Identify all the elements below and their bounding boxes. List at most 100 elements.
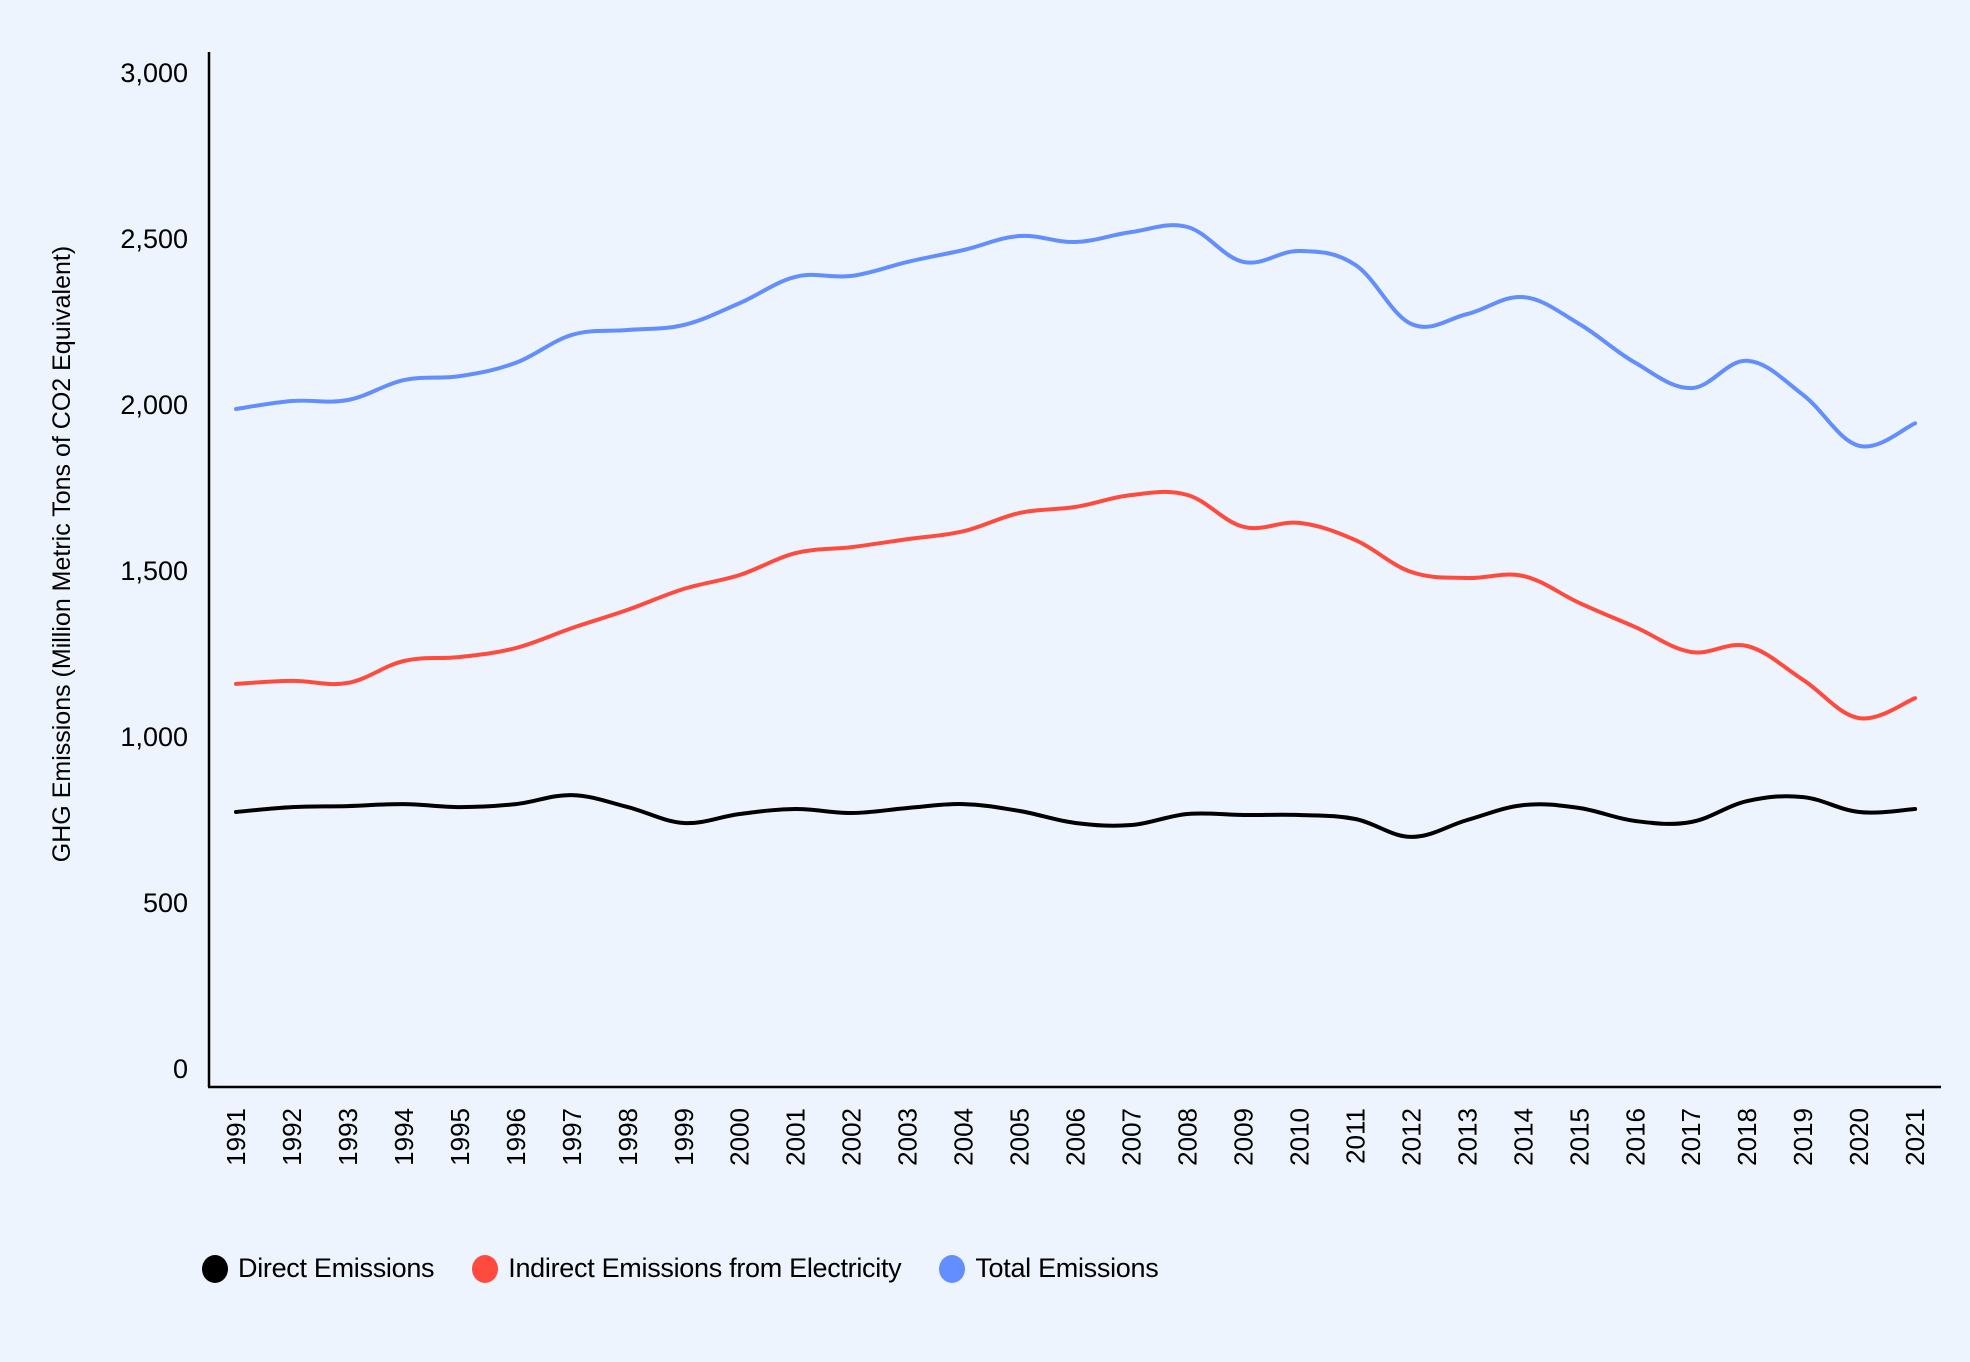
data-point bbox=[1297, 249, 1301, 253]
data-point bbox=[1689, 386, 1693, 390]
data-point bbox=[1521, 803, 1525, 807]
data-point bbox=[514, 361, 518, 365]
x-tick-label: 2012 bbox=[1396, 1108, 1426, 1166]
data-point bbox=[402, 378, 406, 382]
x-tick-label: 1995 bbox=[445, 1108, 475, 1166]
data-point bbox=[962, 529, 966, 533]
data-point bbox=[1521, 574, 1525, 578]
data-point bbox=[626, 805, 630, 809]
data-point bbox=[1745, 799, 1749, 803]
x-tick-labels: 1991 1992 1993 1994 1995 1996 1997 1998 1999 2000… bbox=[221, 1108, 1930, 1166]
data-point bbox=[234, 810, 238, 814]
data-point bbox=[1801, 795, 1805, 799]
data-point bbox=[1186, 493, 1190, 497]
data-point bbox=[1857, 716, 1861, 720]
data-point bbox=[1353, 538, 1357, 542]
x-tick-label: 2011 bbox=[1340, 1108, 1370, 1164]
x-tick-label: 1994 bbox=[389, 1108, 419, 1166]
y-tick-label: 3,000 bbox=[120, 58, 188, 88]
x-tick-label: 1999 bbox=[669, 1108, 699, 1166]
data-point bbox=[402, 802, 406, 806]
data-point bbox=[962, 802, 966, 806]
data-point bbox=[738, 301, 742, 305]
data-point bbox=[290, 805, 294, 809]
legend: Direct Emissions Indirect Emissions from… bbox=[202, 1253, 1196, 1284]
x-tick-label: 1993 bbox=[333, 1108, 363, 1166]
y-axis-title-group: GHG Emissions (Million Metric Tons of CO… bbox=[48, 246, 76, 862]
x-tick-label: 2002 bbox=[837, 1108, 867, 1166]
x-tick-label: 2014 bbox=[1508, 1108, 1538, 1166]
data-point bbox=[1857, 810, 1861, 814]
x-tick-label: 1998 bbox=[613, 1108, 643, 1166]
data-point bbox=[1130, 230, 1134, 234]
legend-item-indirect[interactable]: Indirect Emissions from Electricity bbox=[472, 1253, 902, 1284]
data-point bbox=[1409, 835, 1413, 839]
data-point bbox=[1353, 817, 1357, 821]
series-line-direct-emissions bbox=[234, 793, 1918, 839]
x-tick-label: 2019 bbox=[1788, 1108, 1818, 1166]
data-point bbox=[1409, 570, 1413, 574]
legend-label-indirect: Indirect Emissions from Electricity bbox=[508, 1253, 902, 1283]
legend-marker-total bbox=[939, 1254, 966, 1283]
data-point bbox=[1913, 807, 1917, 811]
data-point bbox=[1745, 644, 1749, 648]
data-point bbox=[1130, 493, 1134, 497]
y-tick-label: 2,500 bbox=[120, 224, 188, 254]
x-tick-label: 1997 bbox=[557, 1108, 587, 1166]
data-point bbox=[1577, 806, 1581, 810]
data-point bbox=[1297, 521, 1301, 525]
legend-label-total: Total Emissions bbox=[975, 1253, 1159, 1283]
x-tick-label: 2008 bbox=[1172, 1108, 1202, 1166]
data-point bbox=[458, 805, 462, 809]
data-point bbox=[1297, 813, 1301, 817]
y-tick-labels: 0 500 1,000 1,500 2,000 2,500 3,000 bbox=[120, 58, 188, 1084]
x-tick-label: 1996 bbox=[501, 1108, 531, 1166]
data-point bbox=[738, 573, 742, 577]
data-point bbox=[1074, 240, 1078, 244]
data-point bbox=[682, 323, 686, 327]
data-point bbox=[402, 659, 406, 663]
data-point bbox=[1465, 818, 1469, 822]
data-point bbox=[626, 328, 630, 332]
data-point bbox=[1018, 234, 1022, 238]
data-point bbox=[850, 811, 854, 815]
data-point bbox=[738, 812, 742, 816]
data-point bbox=[1409, 322, 1413, 326]
data-point bbox=[1353, 263, 1357, 267]
data-point bbox=[1577, 601, 1581, 605]
data-point bbox=[1633, 819, 1637, 823]
data-point bbox=[682, 587, 686, 591]
x-tick-label: 2013 bbox=[1452, 1108, 1482, 1166]
data-point bbox=[234, 407, 238, 411]
data-point bbox=[1186, 225, 1190, 229]
data-point bbox=[850, 274, 854, 278]
legend-item-total[interactable]: Total Emissions bbox=[939, 1253, 1159, 1284]
data-point bbox=[1465, 312, 1469, 316]
x-tick-label: 2021 bbox=[1900, 1108, 1930, 1166]
x-tick-label: 1992 bbox=[277, 1108, 307, 1166]
data-point bbox=[1130, 823, 1134, 827]
data-point bbox=[1074, 505, 1078, 509]
legend-marker-direct bbox=[202, 1254, 228, 1283]
data-point bbox=[794, 551, 798, 555]
x-tick-label: 1991 bbox=[221, 1108, 251, 1166]
x-tick-label: 2009 bbox=[1228, 1108, 1258, 1166]
y-tick-label: 1,500 bbox=[120, 556, 188, 586]
legend-item-direct[interactable]: Direct Emissions bbox=[202, 1253, 435, 1284]
data-point bbox=[1857, 444, 1861, 448]
data-point bbox=[1913, 421, 1917, 425]
data-point bbox=[962, 248, 966, 252]
x-tick-label: 2006 bbox=[1061, 1108, 1091, 1166]
series-line-total-emissions bbox=[234, 223, 1918, 449]
data-point bbox=[290, 399, 294, 403]
legend-label-direct: Direct Emissions bbox=[238, 1253, 435, 1283]
data-point bbox=[290, 679, 294, 683]
data-point bbox=[570, 333, 574, 337]
data-point bbox=[346, 804, 350, 808]
data-point bbox=[346, 681, 350, 685]
data-point bbox=[906, 806, 910, 810]
x-tick-label: 2003 bbox=[893, 1108, 923, 1166]
x-tick-label: 2007 bbox=[1117, 1108, 1147, 1166]
x-tick-label: 2004 bbox=[949, 1108, 979, 1166]
